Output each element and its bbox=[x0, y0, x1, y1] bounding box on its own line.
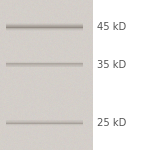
Bar bbox=[6, 61, 82, 62]
Text: 45 kD: 45 kD bbox=[97, 22, 126, 32]
Bar bbox=[6, 64, 82, 65]
Bar bbox=[6, 122, 82, 123]
Bar bbox=[6, 66, 82, 67]
Bar bbox=[6, 121, 82, 122]
Bar bbox=[6, 65, 82, 66]
Bar bbox=[6, 63, 82, 64]
Bar bbox=[6, 28, 82, 29]
Bar bbox=[6, 125, 82, 126]
Bar bbox=[6, 27, 82, 28]
Bar bbox=[6, 120, 82, 121]
Bar bbox=[6, 25, 82, 26]
Bar bbox=[6, 64, 82, 65]
Bar bbox=[6, 120, 82, 121]
Bar bbox=[6, 26, 82, 27]
Bar bbox=[6, 25, 82, 26]
Bar bbox=[6, 65, 82, 66]
Bar bbox=[6, 123, 82, 124]
Bar bbox=[6, 30, 82, 31]
Bar bbox=[6, 63, 82, 64]
Bar bbox=[6, 24, 82, 25]
Bar bbox=[6, 67, 82, 68]
Bar bbox=[6, 121, 82, 122]
Text: 25 kD: 25 kD bbox=[97, 118, 126, 128]
Bar bbox=[6, 29, 82, 30]
Bar bbox=[6, 124, 82, 125]
Bar bbox=[6, 61, 82, 62]
Bar bbox=[6, 26, 82, 27]
Bar bbox=[6, 23, 82, 24]
Bar bbox=[6, 62, 82, 63]
Bar bbox=[6, 66, 82, 67]
Bar bbox=[6, 123, 82, 124]
Text: 35 kD: 35 kD bbox=[97, 60, 126, 69]
Bar bbox=[0, 0, 93, 150]
